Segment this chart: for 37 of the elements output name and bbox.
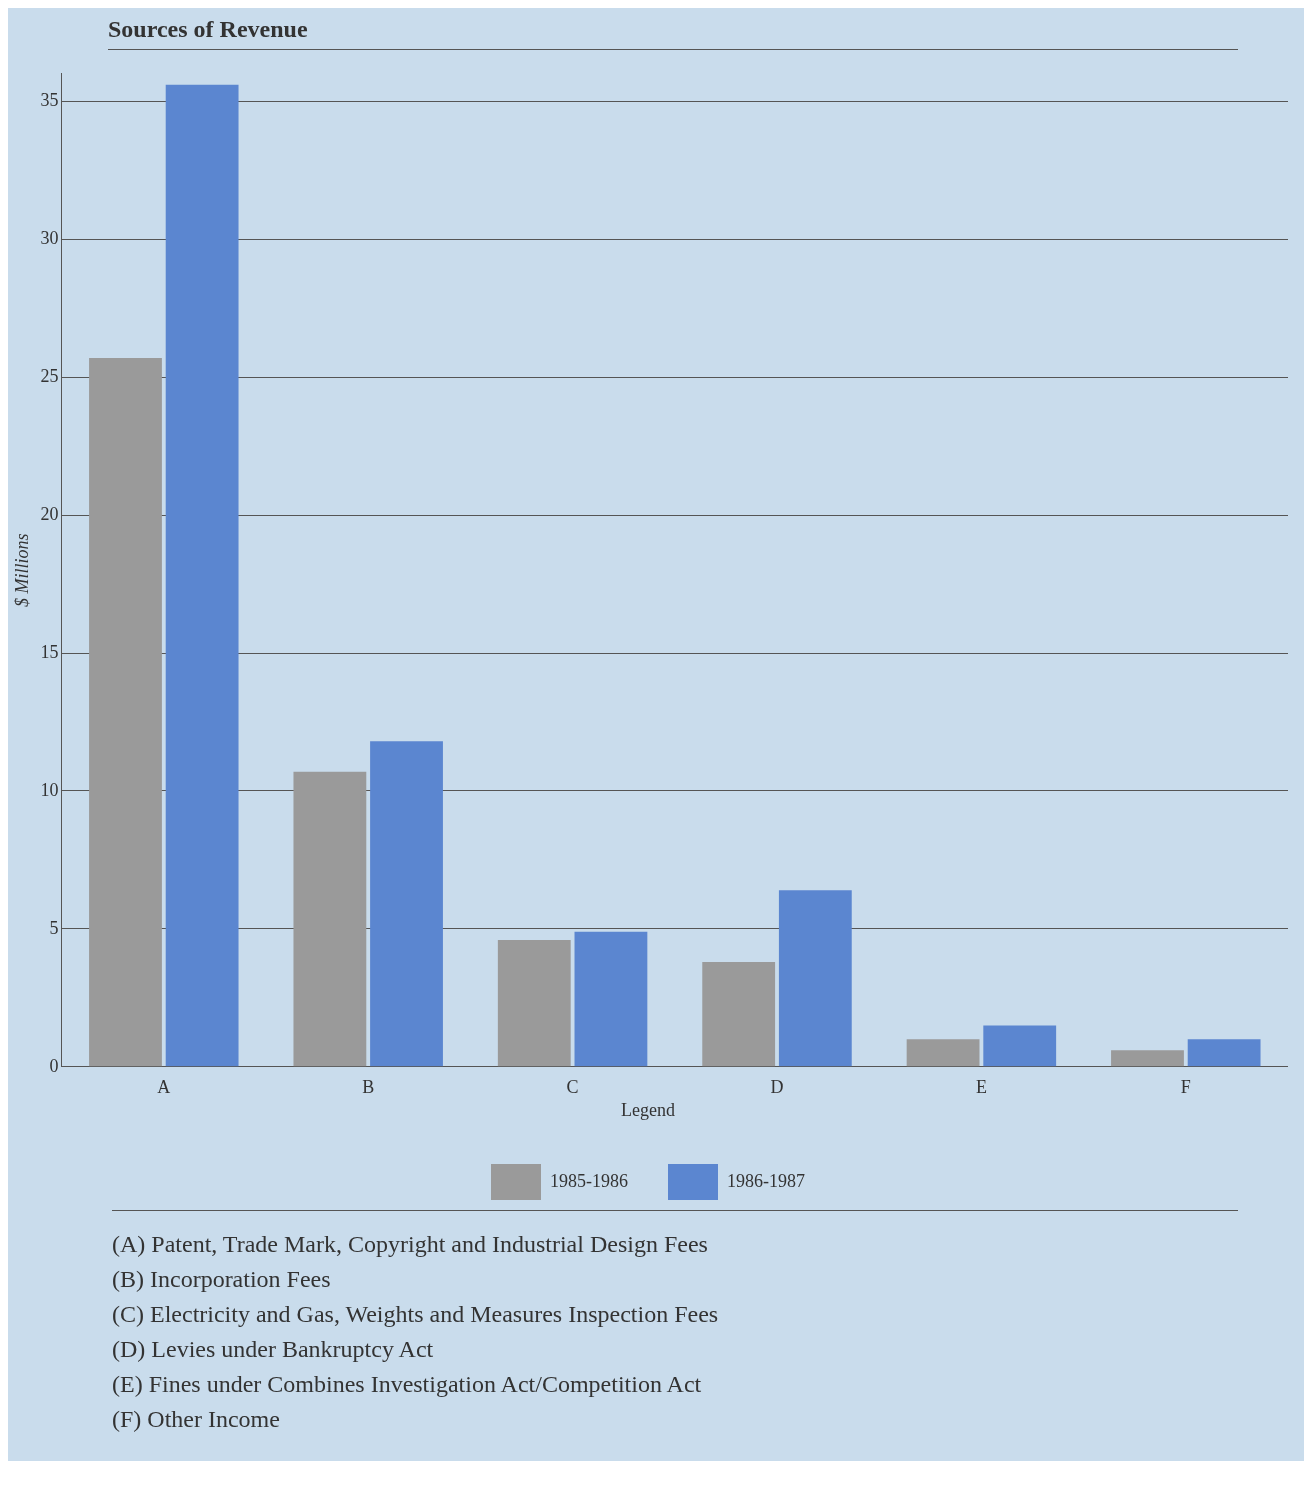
text: (B) Incorporation Fees — [112, 1266, 332, 1293]
legend-label: 1986-1987 — [727, 1170, 805, 1191]
x-tick-label: F — [1180, 1077, 1191, 1098]
y-tick-label: 10 — [40, 779, 59, 800]
y-tick-label: 0 — [49, 1055, 59, 1076]
x-tick-label: E — [975, 1077, 987, 1098]
text: (A) Patent, Trade Mark, Copyright and Industrial Design Fees — [112, 1231, 709, 1258]
x-tick-label: A — [157, 1077, 171, 1098]
legend-title: Legend — [621, 1100, 675, 1121]
bar — [497, 939, 571, 1067]
bar — [1187, 1039, 1261, 1067]
bar — [778, 890, 852, 1067]
bar — [1111, 1050, 1184, 1067]
legend-label: 1985-1986 — [550, 1170, 629, 1191]
bar — [293, 771, 367, 1067]
y-axis-title: $ Millions — [11, 533, 32, 608]
y-tick-label: 35 — [40, 90, 59, 111]
bar — [89, 357, 162, 1067]
y-tick-label: 5 — [49, 917, 59, 938]
x-tick-label: C — [566, 1077, 579, 1098]
bar — [702, 961, 776, 1067]
y-tick-label: 30 — [40, 228, 59, 249]
bar — [574, 931, 648, 1067]
text: (E) Fines under Combines Investigation Act/Competition Act — [112, 1371, 703, 1398]
bar — [165, 84, 239, 1067]
x-tick-label: B — [362, 1077, 375, 1098]
chart-title: Sources of Revenue — [108, 16, 1238, 50]
text: (C) Electricity and Gas, Weights and Measures Inspection Fees — [112, 1301, 720, 1328]
x-tick-label: D — [770, 1077, 784, 1098]
y-tick-label: 20 — [40, 503, 59, 524]
bar — [983, 1025, 1057, 1067]
y-tick-label: 25 — [40, 365, 59, 386]
text: (F) Other Income — [112, 1406, 281, 1433]
bar — [906, 1039, 980, 1067]
bar — [370, 741, 443, 1067]
y-tick-label: 15 — [40, 641, 59, 662]
text: (D) Levies under Bankruptcy Act — [112, 1336, 435, 1363]
